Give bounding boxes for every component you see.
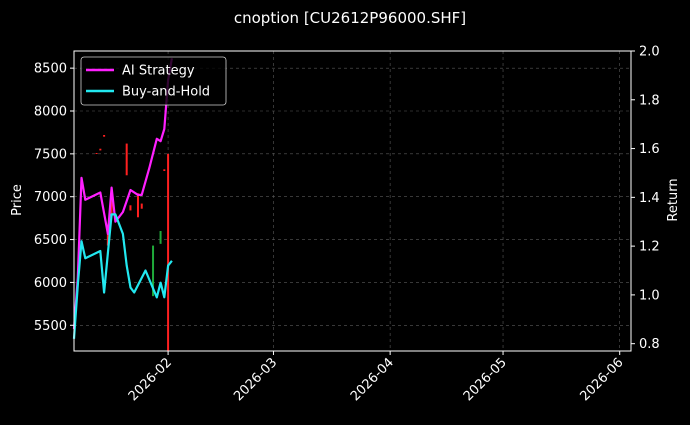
candle (136, 193, 139, 218)
y2-tick-label: 1.4 (639, 191, 660, 206)
y-tick-label: 6500 (34, 233, 67, 248)
legend: AI Strategy Buy-and-Hold (80, 56, 227, 106)
y2-tick-label: 2.0 (639, 45, 660, 60)
chart-title: cnoption [CU2612P96000.SHF] (234, 9, 466, 27)
y-tick-label: 8500 (34, 62, 67, 77)
candle (110, 198, 113, 214)
candle (140, 203, 143, 209)
candle (106, 231, 109, 246)
candles (95, 135, 170, 351)
y2-axis-label: Return (666, 178, 681, 221)
y2-tick-label: 1.8 (639, 93, 660, 108)
legend-label-ai-strategy: AI Strategy (122, 64, 195, 79)
candle (163, 169, 166, 171)
candle (125, 143, 128, 176)
y-tick-label: 7000 (34, 190, 67, 205)
candle (103, 135, 106, 137)
y-tick-label: 5500 (34, 319, 67, 334)
candle-group (95, 135, 170, 351)
series-line-ai-strategy (72, 58, 173, 330)
candle (152, 245, 155, 297)
y-tick-label: 8000 (34, 105, 67, 120)
candle (167, 153, 170, 351)
axes-frame (73, 50, 632, 352)
candle (99, 148, 102, 151)
y2-tick-label: 1.6 (639, 142, 660, 157)
y2-tick-label: 1.0 (639, 288, 660, 303)
y-axis-label: Price (10, 184, 25, 216)
y-tick-label: 7500 (34, 147, 67, 162)
candle (95, 153, 98, 154)
legend-label-buy-and-hold: Buy-and-Hold (122, 85, 210, 100)
legend-box (80, 56, 227, 106)
candle (159, 231, 162, 244)
y2-tick-label: 0.8 (639, 337, 660, 352)
y-tick-label: 6000 (34, 276, 67, 291)
series-line-buy-and-hold (72, 213, 173, 339)
y2-tick-label: 1.2 (639, 240, 660, 255)
candle (129, 205, 132, 211)
series-lines (72, 58, 173, 339)
